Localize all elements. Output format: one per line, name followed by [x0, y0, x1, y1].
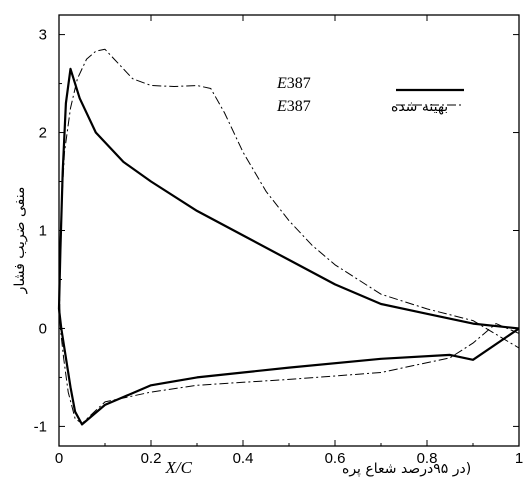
- series-line-optimized: [58, 48, 520, 424]
- legend-entry-e387: E387: [276, 75, 311, 92]
- x-tick-label: 1: [515, 450, 523, 467]
- y-tick-label: 0: [39, 320, 47, 337]
- x-tick-label: 0.4: [233, 450, 254, 467]
- legend-entry-optimized: E387: [276, 98, 311, 115]
- x-axis-text: (در ۹۵درصد شعاع پره: [342, 461, 471, 477]
- x-axis-label: X/C (در ۹۵درصد شعاع پره: [165, 458, 472, 477]
- x-tick-label: 0.8: [417, 450, 438, 467]
- y-tick-label: 3: [39, 27, 47, 44]
- y-tick-label: 1: [39, 223, 47, 240]
- x-tick-label: 0: [55, 450, 63, 467]
- series-layer: [57, 48, 520, 426]
- x-tick-label: 0.2: [141, 450, 162, 467]
- legend-num-0: 387: [287, 75, 311, 92]
- x-tick-label: 0.6: [325, 450, 346, 467]
- legend-var-0: E: [276, 75, 287, 92]
- x-axis-variable: X/C: [165, 458, 193, 477]
- legend-var-1: E: [276, 98, 287, 115]
- series-line-e387: [57, 67, 520, 426]
- legend: E387 E387 بهینه شده: [276, 75, 464, 115]
- legend-num-1: 387: [287, 98, 311, 115]
- y-tick-label: 2: [39, 125, 47, 142]
- y-tick-label: -1: [34, 418, 47, 435]
- plot-frame: [58, 14, 520, 447]
- legend-label-optimized: بهینه شده: [391, 99, 448, 115]
- y-axis-label: منفی ضریب فشار: [12, 187, 28, 295]
